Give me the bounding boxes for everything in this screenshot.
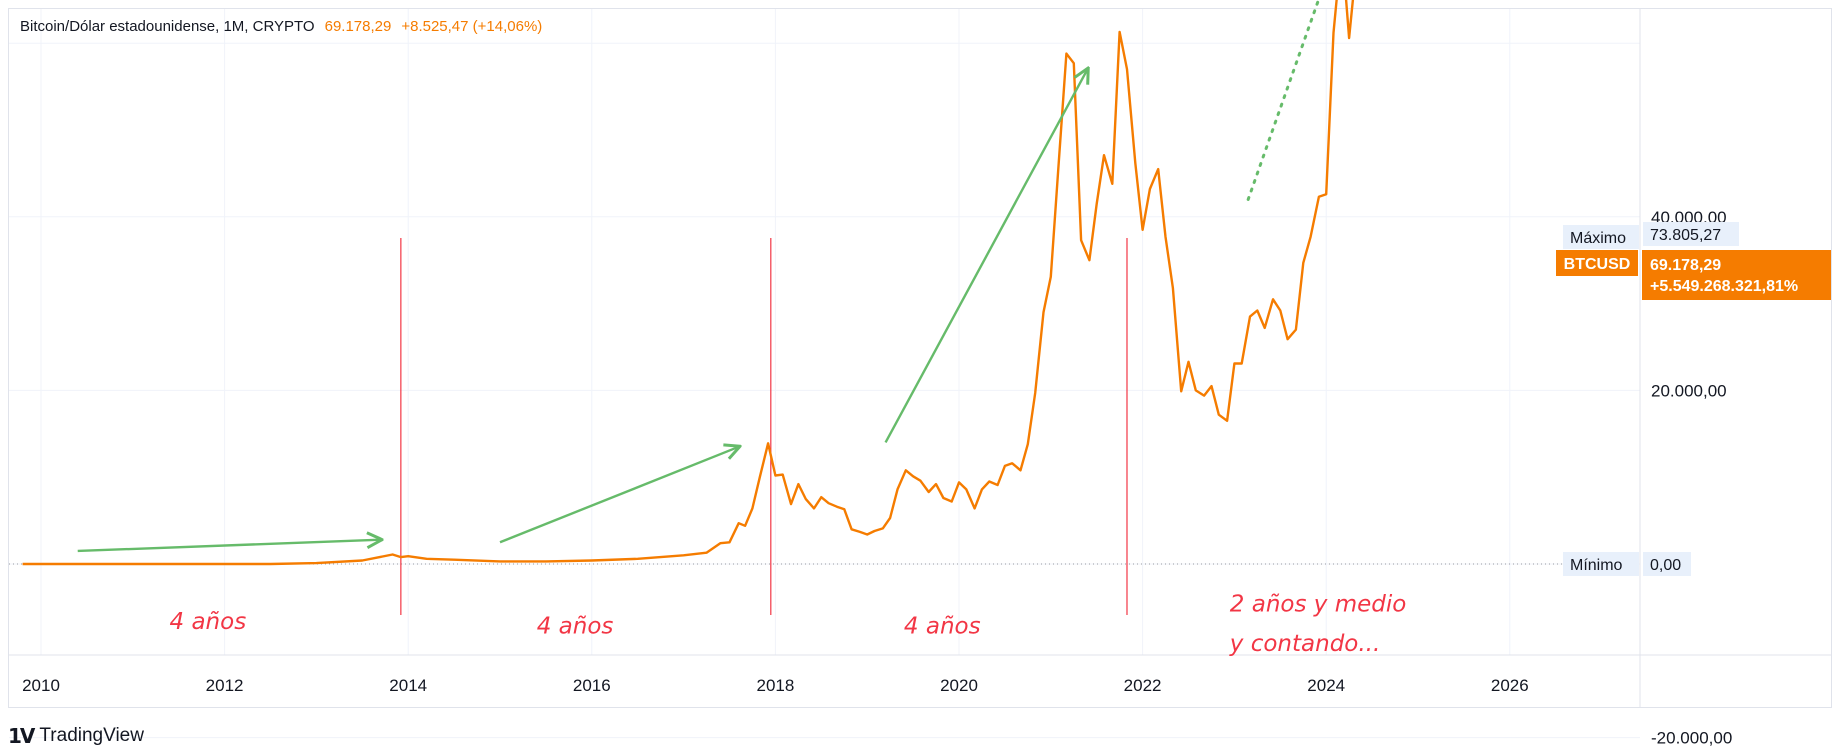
cycle-annotation: 2 años y medio — [1230, 592, 1407, 618]
x-tick-label: 2014 — [389, 676, 427, 695]
x-tick-label: 2026 — [1491, 676, 1529, 695]
y-tick-label: 20.000,00 — [1651, 381, 1727, 400]
price-change: +8.525,47 (+14,06%) — [401, 18, 543, 35]
brand-name: TradingView — [39, 725, 144, 746]
price-tag-bg — [1642, 250, 1831, 300]
symbol-title[interactable]: Bitcoin/Dólar estadounidense, 1M, CRYPTO — [20, 18, 315, 35]
y-tick-label: -20.000,00 — [1651, 729, 1732, 748]
symbol-tag-bg — [1556, 250, 1638, 276]
projection-arrow — [1246, 0, 1321, 201]
last-price: 69.178,29 — [324, 18, 392, 35]
x-tick-label: 2012 — [206, 676, 244, 695]
tradingview-logo-icon: 𝟭𝗩 — [8, 724, 35, 748]
price-tag-value: 69.178,29 — [1650, 257, 1721, 274]
x-tick-label: 2018 — [756, 676, 794, 695]
x-tick-label: 2024 — [1307, 676, 1345, 695]
trend-arrow — [77, 540, 381, 553]
max-label-bg — [1563, 225, 1639, 249]
chart-frame — [8, 8, 1832, 708]
footer-branding[interactable]: 𝟭𝗩 TradingView — [8, 724, 144, 748]
max-value-label: 73.805,27 — [1650, 227, 1721, 244]
min-value-label: 0,00 — [1650, 557, 1681, 574]
x-tick-label: 2022 — [1124, 676, 1162, 695]
trend-arrow — [884, 69, 1088, 444]
max-label: Máximo — [1570, 230, 1626, 247]
cycle-annotation: 4 años — [904, 613, 981, 639]
price-tag-change: +5.549.268.321,81% — [1650, 278, 1798, 295]
cycle-annotation: 4 años — [537, 613, 614, 639]
chart-header: Bitcoin/Dólar estadounidense, 1M, CRYPTO… — [20, 18, 542, 35]
cycle-annotation: 4 años — [170, 609, 247, 635]
min-label: Mínimo — [1570, 557, 1623, 574]
trend-arrow — [499, 447, 739, 544]
min-label-bg — [1563, 552, 1639, 576]
x-tick-label: 2010 — [22, 676, 60, 695]
max-value-label-bg — [1643, 222, 1739, 246]
x-tick-label: 2016 — [573, 676, 611, 695]
btc-price-line[interactable] — [22, 0, 1357, 566]
cycle-annotation: y contando... — [1229, 631, 1381, 657]
min-value-label-bg — [1643, 552, 1691, 576]
symbol-tag-label: BTCUSD — [1564, 256, 1631, 273]
x-tick-label: 2020 — [940, 676, 978, 695]
